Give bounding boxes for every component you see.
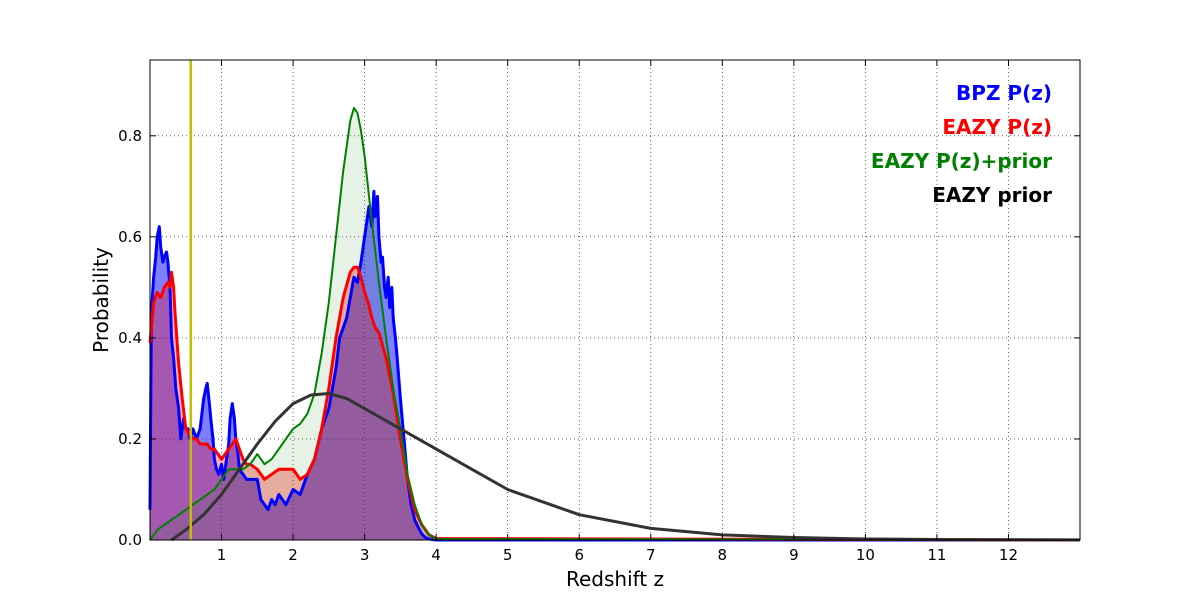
grid: [150, 60, 1080, 541]
series-line-eazy-p-z: [148, 265, 1081, 542]
legend-entry-eazy-p-z: EAZY P(z): [942, 115, 1052, 139]
legend-entry-eazy-p-z-prior: EAZY P(z)+prior: [871, 149, 1052, 173]
x-tick-label: 2: [288, 546, 298, 564]
series-fill-eazy-p-z: [150, 267, 1080, 540]
series-line-eazy-p-z-prior: [149, 107, 1081, 541]
series-fill-eazy-p-z-prior: [150, 108, 1080, 540]
axis-ticks: 1 2 3 4 5 6 7 8 9 10 11 120.00.20.40.60.8: [118, 60, 1080, 564]
legend: BPZ P(z) EAZY P(z) EAZY P(z)+prior EAZY pri…: [871, 81, 1052, 207]
y-tick-label: 0.2: [118, 430, 142, 448]
x-tick-label: 12: [999, 546, 1018, 564]
x-tick-label: 1: [217, 546, 227, 564]
series-line-eazy-prior: [170, 392, 1081, 542]
y-tick-label: 0.6: [118, 228, 142, 246]
x-tick-label: 7: [646, 546, 656, 564]
y-tick-label: 0.8: [118, 127, 142, 145]
plot-frame: [149, 59, 1081, 541]
x-tick-label: 5: [503, 546, 513, 564]
y-tick-label: 0.4: [118, 329, 142, 347]
x-tick-label: 10: [856, 546, 875, 564]
x-tick-label: 3: [360, 546, 370, 564]
x-tick-label: 4: [431, 546, 441, 564]
x-tick-label: 9: [789, 546, 799, 564]
x-axis-label: Redshift z: [566, 567, 664, 591]
series-line-bpz-p-z: [148, 189, 1080, 542]
legend-entry-bpz-p-z: BPZ P(z): [956, 81, 1052, 105]
series-group: [148, 107, 1081, 542]
y-tick-label: 0.0: [118, 531, 142, 549]
x-tick-label: 8: [718, 546, 728, 564]
x-tick-label: 6: [574, 546, 584, 564]
x-tick-label: 11: [927, 546, 946, 564]
legend-entry-eazy-prior: EAZY prior: [932, 183, 1052, 207]
y-axis-label: Probability: [89, 247, 113, 353]
